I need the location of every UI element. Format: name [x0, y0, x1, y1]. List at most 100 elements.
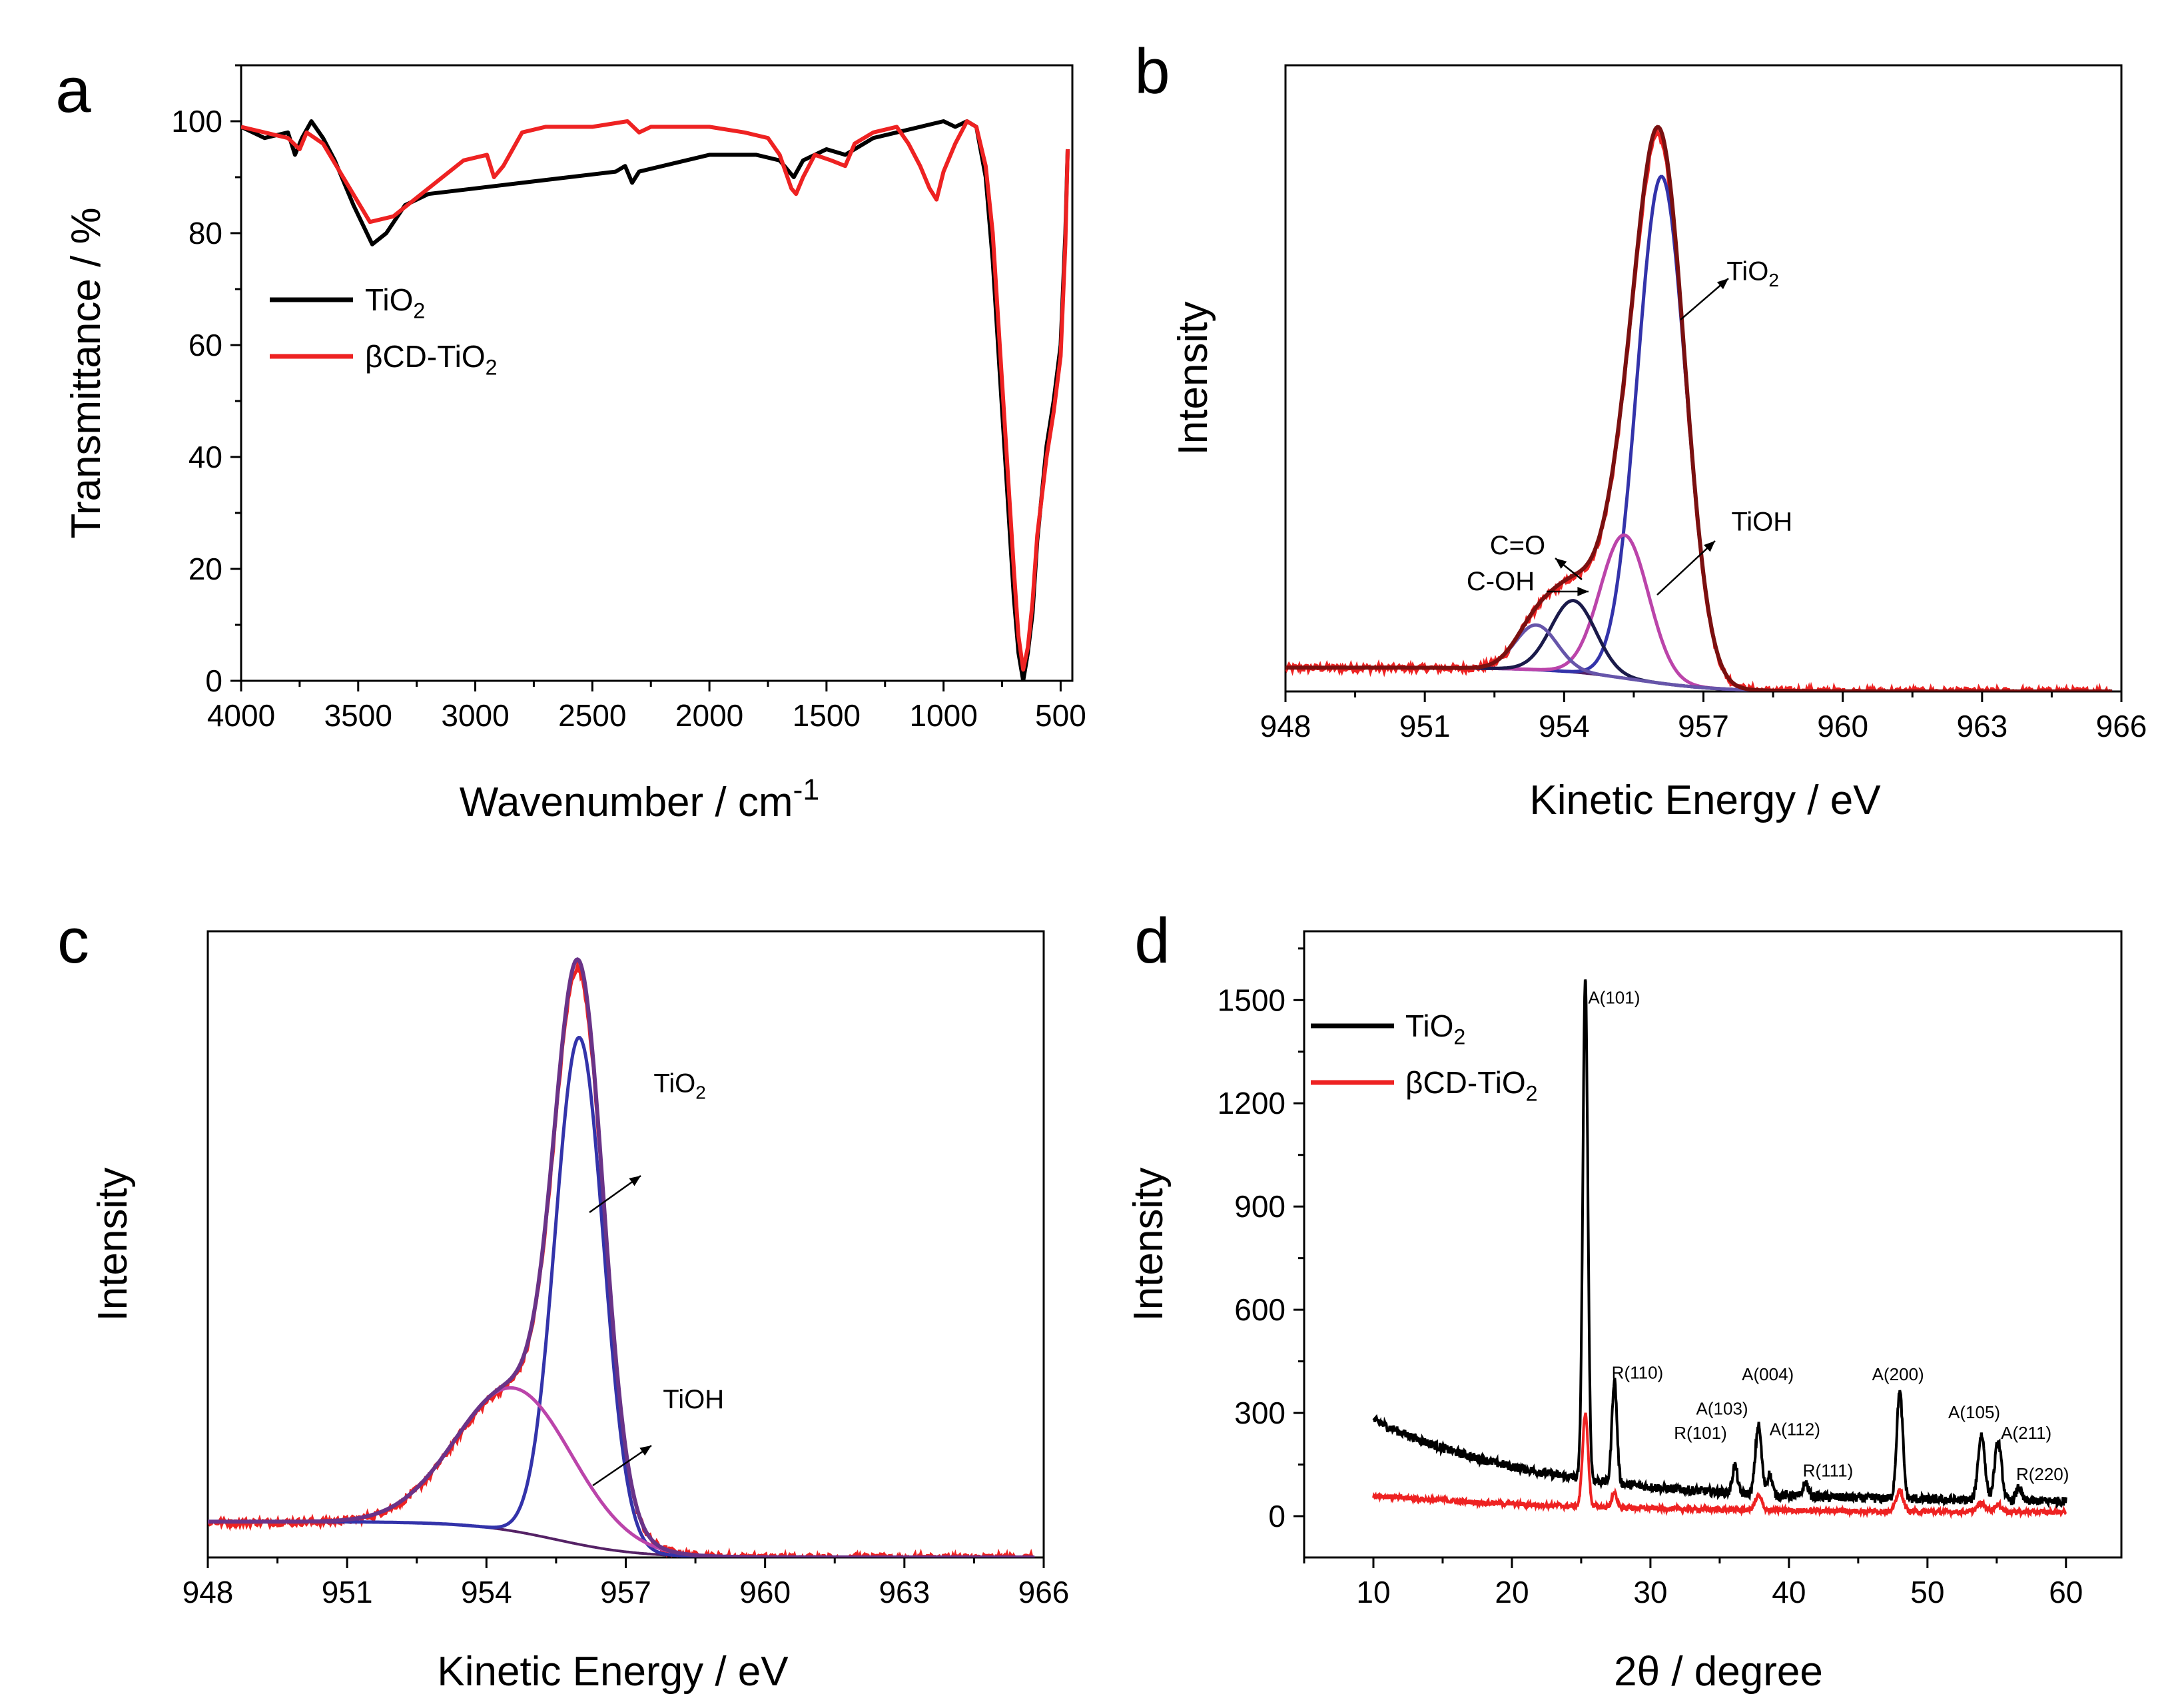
annotation-arrow-1: [1656, 540, 1716, 596]
x-tick-label: 960: [1817, 709, 1868, 743]
annotation-1: TiOH: [1731, 507, 1792, 536]
y-tick-label: 1500: [1218, 983, 1285, 1017]
x-axis-title: 2θ / degree: [1614, 1649, 1823, 1695]
legend-label-0-sub: 2: [1453, 1025, 1465, 1049]
x-tick-label: 3500: [324, 698, 392, 733]
annotation-2: C=O: [1490, 531, 1545, 560]
x-tick-label: 948: [1260, 709, 1311, 743]
x-tick-label: 960: [739, 1575, 791, 1609]
envelope-line: [208, 957, 1035, 1557]
legend-label-1-sub: 2: [1526, 1081, 1538, 1105]
x-tick-label: 10: [1356, 1575, 1390, 1609]
legend-label-0-sub: 2: [413, 298, 425, 322]
x-tick-label: 60: [2049, 1575, 2083, 1609]
envelope-line: [1285, 125, 2113, 691]
y-tick-label: 600: [1234, 1292, 1285, 1327]
panel-label: d: [1134, 905, 1170, 977]
x-tick-label: 957: [600, 1575, 651, 1609]
legend-label-0: TiO2: [1405, 1009, 1465, 1049]
x-tick-label: 30: [1633, 1575, 1667, 1609]
peak-label-1: R(110): [1612, 1362, 1664, 1382]
x-tick-label: 951: [1399, 709, 1451, 743]
x-tick-label: 951: [322, 1575, 373, 1609]
x-tick-label: 4000: [207, 698, 275, 733]
plot-frame: [1303, 930, 2123, 1559]
y-tick-label: 900: [1234, 1189, 1285, 1224]
annotation-0-main: TiO: [1726, 256, 1768, 286]
x-tick-label: 40: [1772, 1575, 1806, 1609]
x-tick-label: 954: [1539, 709, 1590, 743]
peak-label-0: A(101): [1588, 987, 1640, 1007]
x-axis-title-sup: -1: [793, 773, 820, 806]
x-tick-label: 50: [1910, 1575, 1944, 1609]
x-tick-label: 1500: [793, 698, 861, 733]
peak-label-9: A(211): [2001, 1423, 2051, 1443]
peak-label-6: R(111): [1803, 1461, 1854, 1481]
x-tick-label: 963: [1956, 709, 2007, 743]
legend-label-1-main: βCD-TiO: [365, 339, 486, 374]
legend-label-1-sub: 2: [486, 355, 498, 379]
annotation-3: C-OH: [1467, 567, 1535, 596]
y-tick-label: 1200: [1218, 1086, 1285, 1120]
legend-label-1: βCD-TiO2: [365, 339, 498, 379]
raw-data-line: [1285, 129, 2113, 691]
legend-label-0-main: TiO: [1405, 1009, 1453, 1043]
legend-label-0: TiO2: [365, 282, 425, 322]
y-tick-label: 0: [1268, 1499, 1285, 1533]
plot-frame: [1284, 64, 2123, 693]
annotation-arrowhead-0: [629, 1176, 641, 1186]
plot-frame: [240, 64, 1074, 682]
annotation-arrowhead-2: [1555, 558, 1567, 569]
y-tick-label: 40: [188, 440, 222, 474]
x-tick-label: 966: [1018, 1575, 1070, 1609]
x-tick-label: 3000: [441, 698, 509, 733]
annotation-1: TiOH: [663, 1385, 724, 1414]
series-line-0: [241, 119, 1070, 681]
panel-c: c 948 951 954 957 960 963 966 Kinetic Energy / e…: [57, 905, 1069, 1695]
peak-label-2: A(004): [1742, 1364, 1794, 1384]
component-peak-0: [1285, 175, 2113, 691]
y-tick-label: 100: [171, 104, 222, 139]
annotation-arrowhead-0: [1716, 278, 1728, 290]
annotation-0-sub: 2: [695, 1082, 706, 1103]
annotation-arrowhead-1: [639, 1446, 651, 1456]
annotation-arrowhead-3: [1577, 586, 1589, 597]
panel-a: a 4000 3500 3000 2500 2000 1500 1000 500 0 20 40 60 8…: [55, 55, 1086, 825]
y-tick-label: 300: [1234, 1396, 1285, 1430]
raw-data-line: [208, 960, 1035, 1557]
panel-label: c: [57, 905, 89, 977]
peak-label-8: A(105): [1948, 1402, 2000, 1422]
legend-label-1: βCD-TiO2: [1405, 1065, 1538, 1105]
series-line-0: [1372, 979, 2067, 1509]
x-tick-label: 2500: [558, 698, 626, 733]
peak-label-4: R(101): [1674, 1423, 1726, 1443]
peak-label-7: A(200): [1872, 1364, 1924, 1384]
x-tick-label: 954: [461, 1575, 512, 1609]
x-tick-label: 1000: [909, 698, 977, 733]
x-tick-label: 948: [182, 1575, 234, 1609]
x-tick-label: 966: [2096, 709, 2147, 743]
y-axis-title: Intensity: [1126, 1168, 1172, 1322]
y-tick-label: 80: [188, 216, 222, 250]
x-tick-label: 500: [1035, 698, 1086, 733]
panel-b: b 948 951 954 957 960 963 966 Kinetic Energy / e…: [1134, 36, 2147, 823]
annotation-arrow-1: [592, 1444, 652, 1487]
series-group: [241, 119, 1070, 681]
series-line-1: [241, 119, 1070, 672]
x-tick-label: 957: [1678, 709, 1729, 743]
x-tick-label: 20: [1495, 1575, 1529, 1609]
component-peak-0: [208, 1036, 1035, 1557]
y-axis-title: Transmittance / %: [63, 207, 109, 538]
x-axis-title-main: Wavenumber / cm: [460, 779, 793, 825]
series-group: [208, 957, 1035, 1557]
component-peak-3: [1285, 623, 2113, 691]
peak-label-5: A(112): [1770, 1420, 1820, 1440]
x-axis-title: Wavenumber / cm-1: [460, 773, 819, 825]
series-line-1: [1372, 1412, 2067, 1519]
y-axis-title: Intensity: [90, 1168, 136, 1322]
peak-label-3: A(103): [1696, 1399, 1748, 1419]
annotation-arrowhead-1: [1704, 541, 1715, 552]
annotation-0: TiO2: [1726, 256, 1779, 290]
